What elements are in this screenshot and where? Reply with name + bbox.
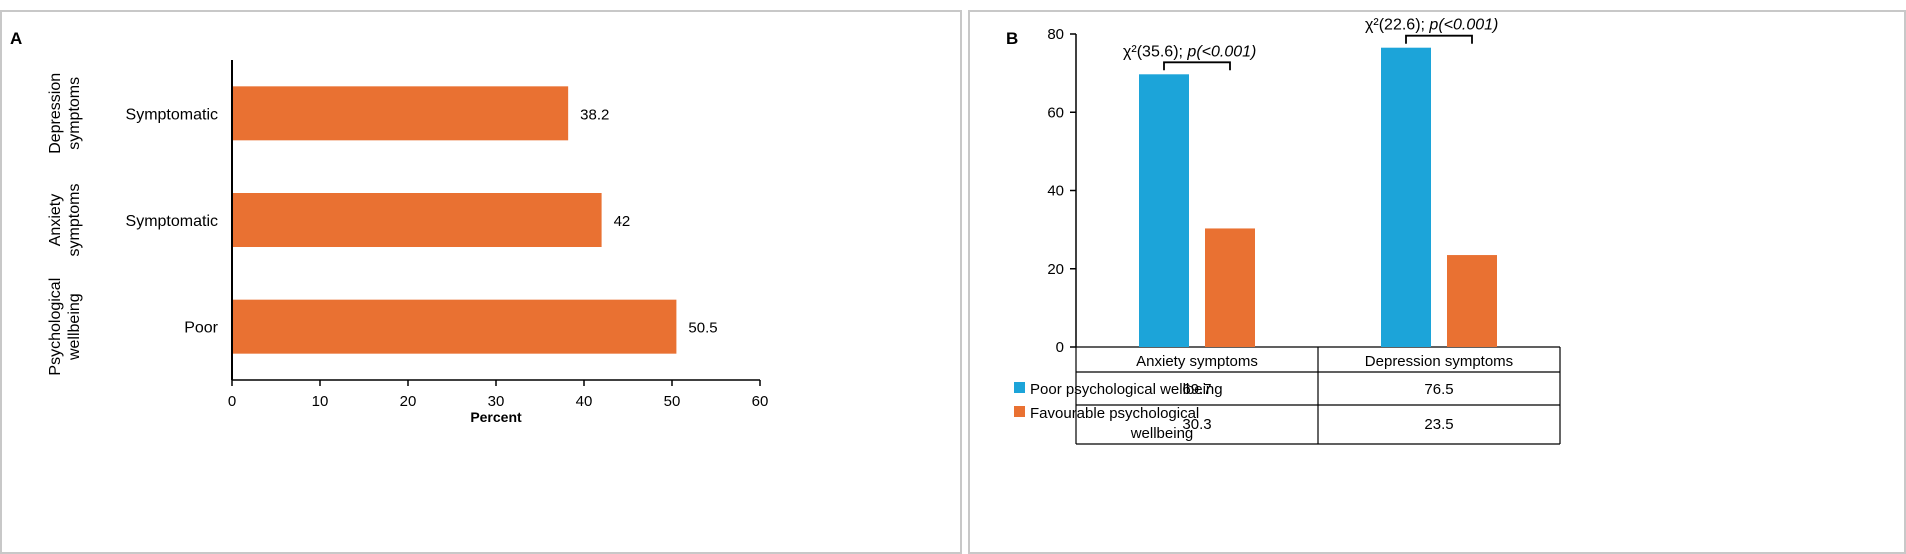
y-tick-label: 20: [1047, 261, 1064, 278]
group-label-line: wellbeing: [66, 293, 83, 361]
legend-label: Favourable psychological: [1030, 405, 1199, 422]
category-label: Anxiety symptoms: [1136, 353, 1258, 370]
bar: [232, 299, 677, 354]
legend-label: wellbeing: [1130, 425, 1194, 442]
bar: [232, 86, 569, 141]
y-tick-label: 60: [1047, 104, 1064, 121]
p-value-label: p(<0.001): [1428, 17, 1498, 34]
group-label-line: Depression: [47, 73, 64, 154]
x-tick-label: 20: [400, 393, 417, 410]
group-label-line: symptoms: [66, 184, 83, 257]
bar: [1381, 47, 1431, 347]
x-tick-label: 10: [312, 393, 329, 410]
table-value: 69.7: [1182, 381, 1211, 398]
significance-annotation: χ²(22.6); p(<0.001): [1365, 17, 1498, 34]
x-axis-title: Percent: [470, 409, 522, 425]
data-label: 38.2: [580, 106, 609, 123]
bar: [1205, 228, 1255, 347]
significance-bracket: [1163, 61, 1231, 71]
x-tick-label: 50: [664, 393, 681, 410]
table-value: 30.3: [1182, 416, 1211, 433]
significance-annotation: χ²(35.6); p(<0.001): [1123, 43, 1256, 60]
bar: [232, 193, 602, 247]
x-tick-label: 30: [488, 393, 505, 410]
chi-square-label: χ²(35.6);: [1123, 43, 1187, 60]
category-label: Poor: [184, 320, 218, 337]
group-label: Psychological wellbeing: [47, 278, 83, 376]
y-tick-label: 40: [1047, 183, 1064, 200]
data-label: 42: [614, 213, 631, 230]
panel-letter: A: [10, 29, 22, 48]
group-label-line: Psychological: [47, 278, 64, 376]
p-value-label: p(<0.001): [1186, 43, 1256, 60]
chi-square-label: χ²(22.6);: [1365, 17, 1429, 34]
panel-letter: B: [1006, 29, 1018, 48]
y-tick-label: 80: [1047, 26, 1064, 43]
y-tick-label: 0: [1056, 339, 1064, 356]
group-label: Anxiety symptoms: [47, 184, 83, 257]
group-label-line: symptoms: [66, 77, 83, 150]
category-label: Depression symptoms: [1365, 353, 1513, 370]
legend-swatch: [1014, 382, 1025, 393]
x-tick-label: 60: [752, 393, 769, 410]
x-tick-label: 40: [576, 393, 593, 410]
category-label: Symptomatic: [126, 213, 218, 230]
significance-bracket: [1405, 34, 1473, 44]
x-tick-label: 0: [228, 393, 236, 410]
bar: [1139, 74, 1189, 347]
panel-a: A 38.2 Symptomatic Depression symptoms 42 Symp…: [0, 10, 962, 554]
panel-b: BPercent020406080Anxiety symptoms69.730.…: [968, 10, 1906, 554]
data-label: 50.5: [688, 320, 717, 337]
legend-label: Poor psychological wellbeing: [1030, 381, 1223, 398]
chart-b: BPercent020406080Anxiety symptoms69.730.…: [1006, 17, 1561, 445]
group-label: Depression symptoms: [47, 73, 83, 154]
bar: [1447, 255, 1497, 347]
table-value: 23.5: [1424, 416, 1453, 433]
group-label-line: Anxiety: [47, 194, 64, 246]
category-label: Symptomatic: [126, 106, 218, 123]
legend-swatch: [1014, 406, 1025, 417]
table-value: 76.5: [1424, 381, 1453, 398]
